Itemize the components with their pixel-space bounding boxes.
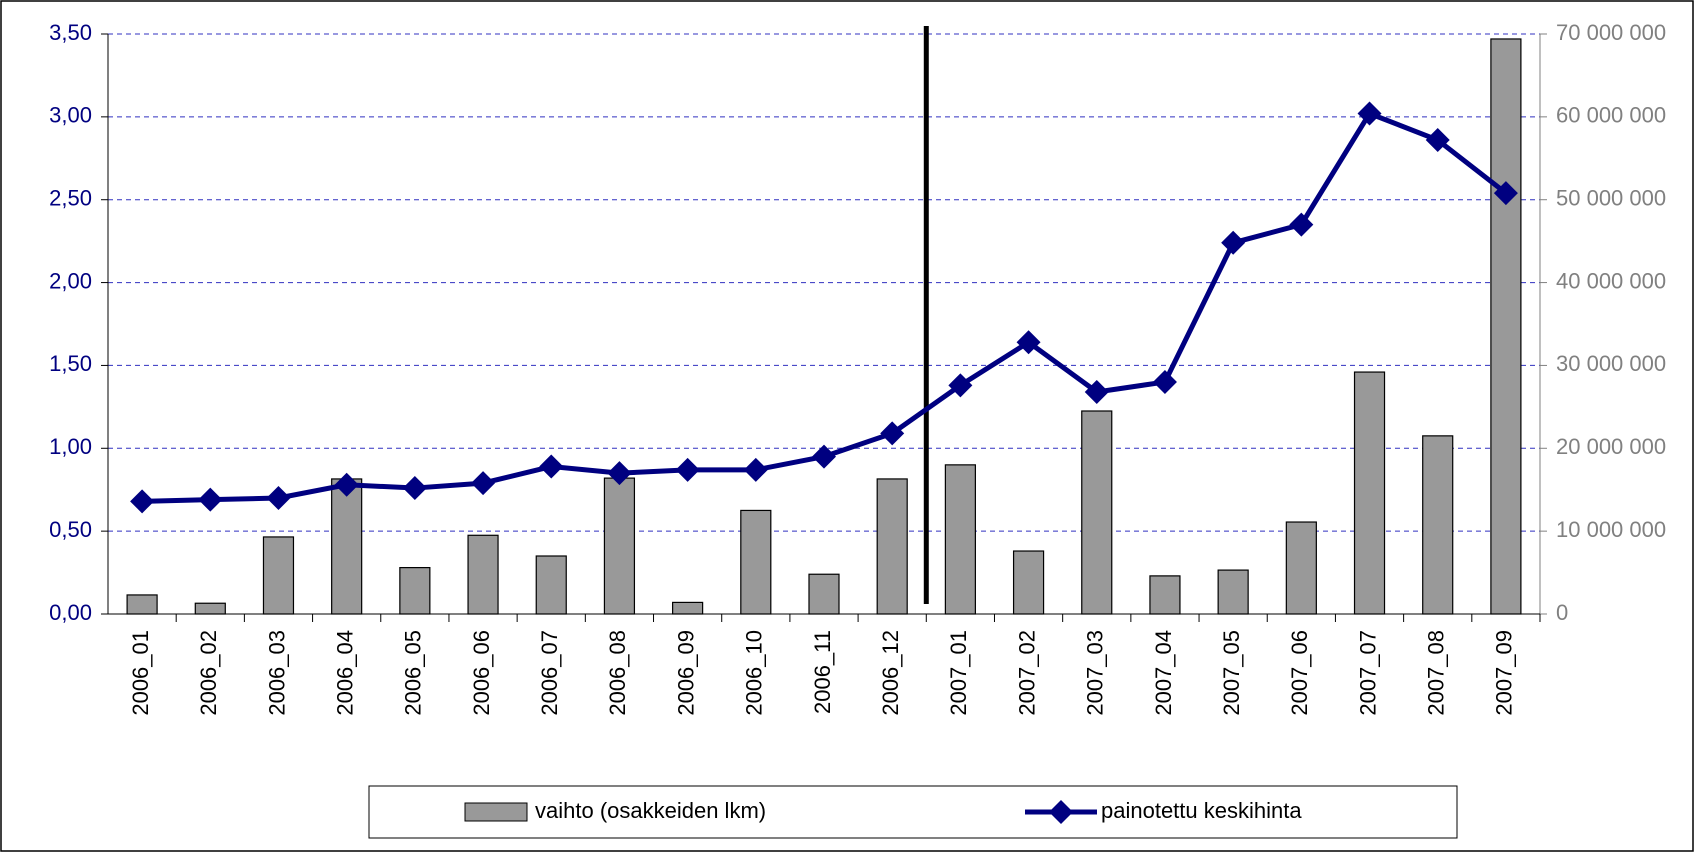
x-tick-label: 2007_06	[1287, 630, 1312, 716]
x-tick-label: 2007_01	[946, 630, 971, 716]
x-tick-label: 2006_06	[469, 630, 494, 716]
marker	[1493, 181, 1518, 206]
marker	[402, 476, 427, 501]
marker	[266, 486, 291, 510]
bar	[194, 602, 226, 615]
bar	[876, 478, 908, 615]
x-tick-label: 2007_05	[1219, 630, 1244, 716]
x-tick-label: 2006_10	[742, 630, 767, 716]
bar	[262, 536, 295, 615]
legend-box	[368, 785, 1458, 839]
marker	[880, 421, 905, 446]
bar	[467, 534, 499, 615]
bar	[399, 566, 431, 615]
y2-tick-label: 60 000 000	[1556, 103, 1666, 128]
marker	[1084, 379, 1109, 404]
bar	[1422, 435, 1454, 615]
bar	[740, 509, 772, 615]
legend-marker	[1049, 800, 1073, 824]
bar	[1490, 38, 1522, 615]
marker	[1425, 128, 1450, 153]
x-tick-label: 2007_04	[1151, 630, 1176, 716]
bar	[1353, 371, 1386, 615]
bar	[672, 601, 704, 615]
marker	[743, 457, 768, 482]
y-tick-label: 2,00	[49, 268, 92, 293]
x-tick-label: 2007_03	[1083, 630, 1108, 716]
x-tick-label: 2006_11	[810, 630, 835, 714]
y2-tick-label: 0	[1556, 600, 1568, 625]
legend-label: vaihto (osakkeiden lkm)	[535, 798, 766, 823]
marker	[1016, 330, 1041, 355]
x-tick-label: 2007_09	[1492, 630, 1517, 716]
y-tick-label: 3,50	[49, 20, 92, 45]
bar	[808, 573, 840, 615]
y2-tick-label: 70 000 000	[1556, 20, 1666, 45]
y2-tick-label: 50 000 000	[1556, 186, 1666, 211]
y2-tick-label: 20 000 000	[1556, 434, 1666, 459]
x-tick-label: 2007_07	[1355, 630, 1380, 716]
y-tick-label: 0,50	[49, 517, 92, 542]
y2-tick-label: 30 000 000	[1556, 351, 1666, 376]
bar	[1012, 550, 1045, 615]
bar	[603, 477, 636, 615]
marker	[675, 457, 700, 482]
marker	[1221, 230, 1246, 255]
x-tick-label: 2006_12	[878, 630, 903, 716]
y2-tick-label: 40 000 000	[1556, 268, 1666, 293]
x-tick-label: 2006_09	[673, 630, 698, 716]
legend-swatch	[464, 802, 528, 822]
marker	[334, 472, 359, 497]
marker	[1152, 370, 1177, 394]
x-tick-label: 2007_02	[1014, 630, 1039, 716]
marker	[471, 471, 496, 496]
marker	[812, 444, 836, 469]
marker	[607, 461, 632, 486]
y-tick-label: 3,00	[49, 103, 92, 128]
bar	[1081, 410, 1113, 615]
y2-tick-label: 10 000 000	[1556, 517, 1666, 542]
bar	[126, 594, 158, 615]
x-tick-label: 2006_02	[196, 630, 221, 716]
bar	[944, 464, 976, 615]
y-tick-label: 0,00	[49, 600, 92, 625]
marker	[1357, 101, 1382, 126]
y-tick-label: 1,00	[49, 434, 92, 459]
x-tick-label: 2006_03	[264, 630, 289, 716]
y-tick-label: 2,50	[49, 186, 92, 211]
x-tick-label: 2006_07	[537, 630, 562, 716]
x-tick-label: 2006_04	[332, 630, 357, 716]
marker	[948, 373, 973, 398]
marker	[1289, 212, 1314, 237]
x-tick-label: 2007_08	[1424, 630, 1449, 716]
bar	[1149, 575, 1181, 615]
marker	[539, 454, 564, 479]
legend-label: painotettu keskihinta	[1101, 798, 1302, 823]
y-tick-label: 1,50	[49, 351, 92, 376]
bar	[1217, 569, 1249, 615]
bar	[331, 478, 363, 615]
x-tick-label: 2006_01	[128, 630, 153, 716]
x-tick-label: 2006_05	[401, 630, 426, 716]
marker	[198, 487, 223, 512]
bar	[1285, 521, 1317, 615]
x-tick-label: 2006_08	[605, 630, 630, 716]
marker	[130, 489, 155, 514]
bar	[535, 555, 567, 615]
